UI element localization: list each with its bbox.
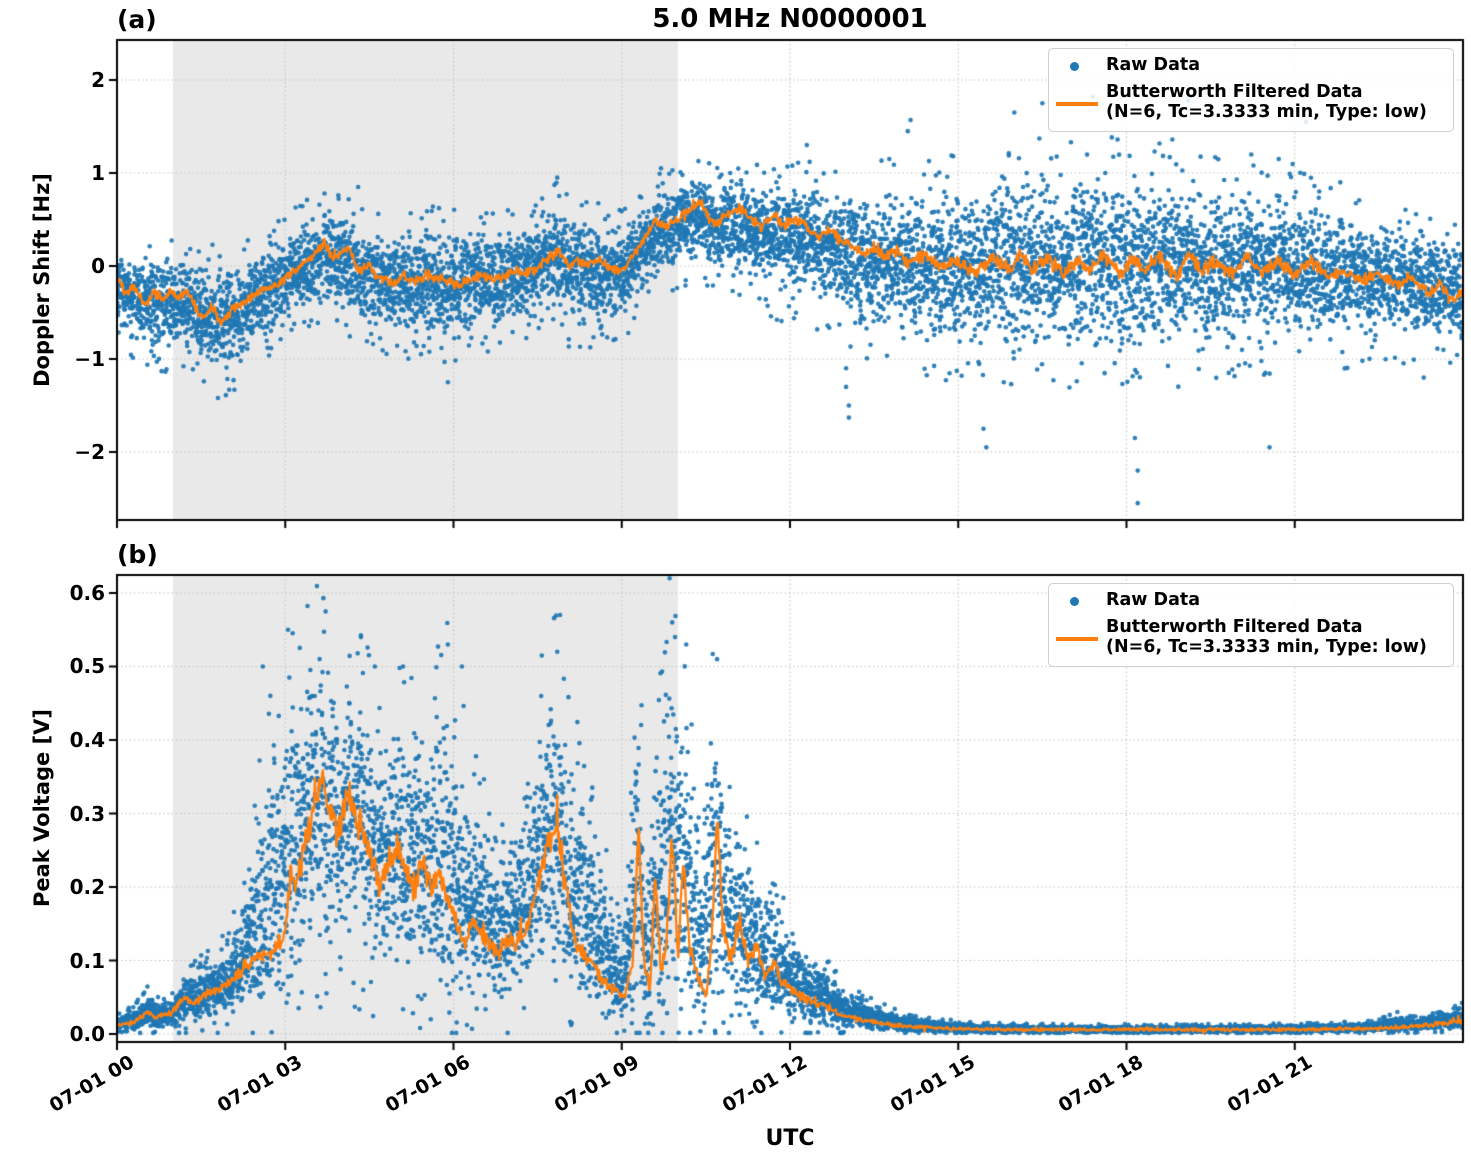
panel-b-label: (b) (117, 540, 158, 569)
y-tick-label: −1 (74, 347, 105, 371)
legend-filtered-line1: Butterworth Filtered Data (1106, 617, 1363, 637)
y-tick-label: 0.4 (69, 728, 105, 752)
chart-title: 5.0 MHz N0000001 (652, 4, 928, 34)
scatter-marker-icon (1070, 62, 1079, 71)
y-tick-label: 0.3 (69, 802, 105, 826)
y-tick-label: 2 (91, 68, 105, 92)
legend-panel-a: Raw Data Butterworth Filtered Data (N=6,… (1048, 48, 1454, 132)
line-marker-icon (1056, 637, 1098, 641)
y-tick-label: 0.0 (69, 1022, 105, 1046)
legend-raw-label: Raw Data (1106, 590, 1201, 610)
y-tick-label: 0.2 (69, 875, 105, 899)
panel-a-label: (a) (117, 5, 157, 34)
legend-filtered-line1: Butterworth Filtered Data (1106, 82, 1363, 102)
y-tick-label: −2 (74, 440, 105, 464)
legend-raw-label: Raw Data (1106, 55, 1201, 75)
y-tick-label: 0 (91, 254, 105, 278)
y-tick-label: 1 (91, 161, 105, 185)
legend-filtered-label: Butterworth Filtered Data (N=6, Tc=3.333… (1106, 617, 1427, 657)
legend-filtered-line2: (N=6, Tc=3.3333 min, Type: low) (1106, 102, 1427, 122)
legend-filtered-label: Butterworth Filtered Data (N=6, Tc=3.333… (1106, 82, 1427, 122)
y-tick-label: 0.6 (69, 581, 105, 605)
scatter-marker-icon (1070, 597, 1079, 606)
legend-filtered-line2: (N=6, Tc=3.3333 min, Type: low) (1106, 637, 1427, 657)
y-tick-label: 0.5 (69, 654, 105, 678)
line-marker-icon (1056, 102, 1098, 106)
y-tick-label: 0.1 (69, 949, 105, 973)
x-axis-label: UTC (765, 1126, 815, 1151)
legend-panel-b: Raw Data Butterworth Filtered Data (N=6,… (1048, 583, 1454, 667)
